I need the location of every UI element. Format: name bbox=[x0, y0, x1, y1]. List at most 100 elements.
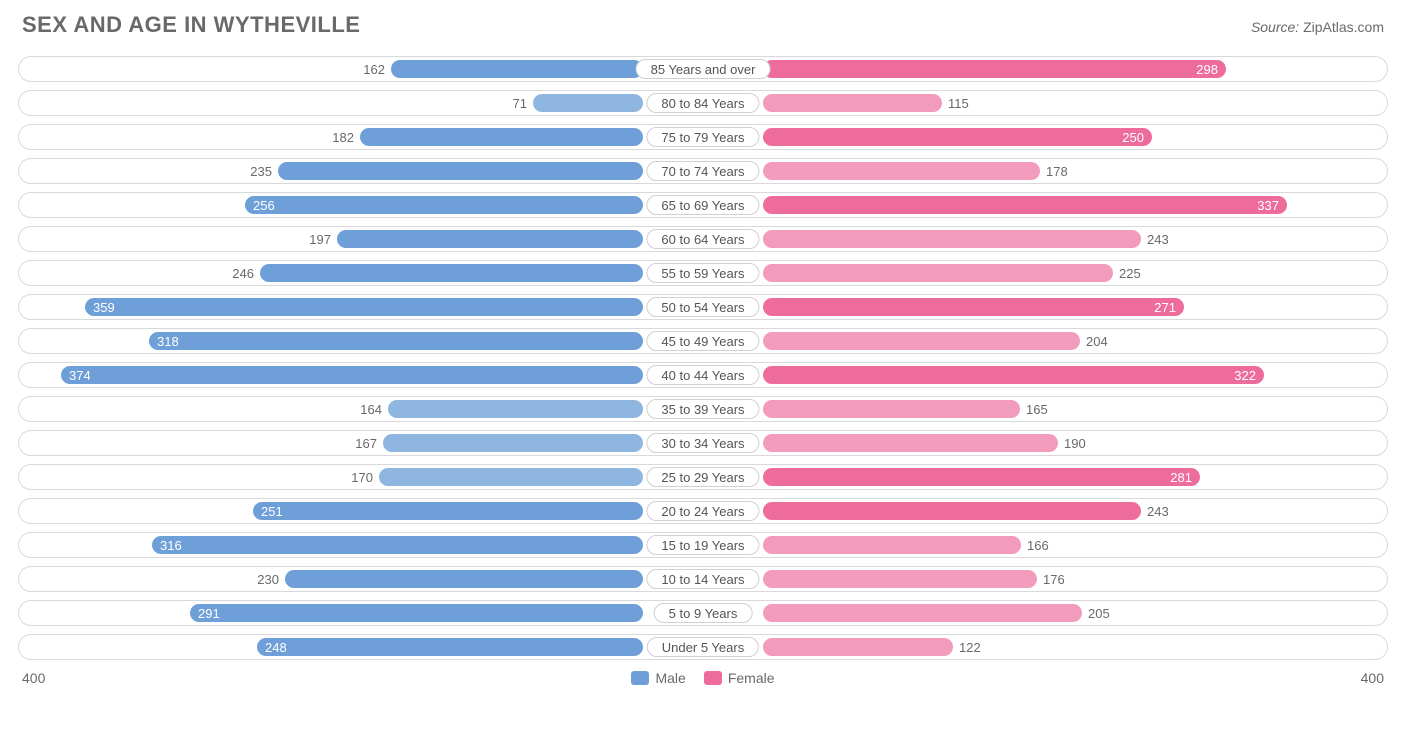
male-value: 235 bbox=[250, 159, 272, 183]
pyramid-row: 55 to 59 Years246225 bbox=[18, 260, 1388, 286]
pyramid-chart: 85 Years and over16229880 to 84 Years711… bbox=[18, 56, 1388, 660]
male-value: 248 bbox=[257, 640, 295, 655]
female-value: 166 bbox=[1027, 533, 1049, 557]
female-bar bbox=[763, 94, 942, 112]
female-bar bbox=[763, 230, 1141, 248]
age-group-label: 70 to 74 Years bbox=[646, 161, 759, 181]
female-value: 204 bbox=[1086, 329, 1108, 353]
pyramid-row: 5 to 9 Years 291 205 bbox=[18, 600, 1388, 626]
age-group-label: 30 to 34 Years bbox=[646, 433, 759, 453]
male-bar bbox=[278, 162, 643, 180]
chart-source: Source: ZipAtlas.com bbox=[1251, 19, 1384, 35]
female-bar bbox=[763, 162, 1040, 180]
pyramid-row: 45 to 49 Years 318 204 bbox=[18, 328, 1388, 354]
male-value: 182 bbox=[332, 125, 354, 149]
legend-male-label: Male bbox=[655, 670, 685, 686]
female-bar: 298 bbox=[763, 60, 1226, 78]
male-bar bbox=[260, 264, 643, 282]
female-bar: 337 bbox=[763, 196, 1287, 214]
age-group-label: 60 to 64 Years bbox=[646, 229, 759, 249]
female-value: 271 bbox=[1146, 300, 1184, 315]
age-group-label: 15 to 19 Years bbox=[646, 535, 759, 555]
chart-header: SEX AND AGE IN WYTHEVILLE Source: ZipAtl… bbox=[18, 12, 1388, 38]
age-group-label: 65 to 69 Years bbox=[646, 195, 759, 215]
male-bar bbox=[337, 230, 643, 248]
source-label: Source: bbox=[1251, 19, 1299, 35]
female-bar bbox=[763, 332, 1080, 350]
male-value: 167 bbox=[355, 431, 377, 455]
age-group-label: 35 to 39 Years bbox=[646, 399, 759, 419]
male-value: 374 bbox=[61, 368, 99, 383]
female-value: 205 bbox=[1088, 601, 1110, 625]
age-group-label: 20 to 24 Years bbox=[646, 501, 759, 521]
male-value: 164 bbox=[360, 397, 382, 421]
female-bar: 250 bbox=[763, 128, 1152, 146]
pyramid-row: 30 to 34 Years 167 190 bbox=[18, 430, 1388, 456]
chart-legend: Male Female bbox=[631, 670, 774, 686]
female-swatch-icon bbox=[704, 671, 722, 685]
female-value: 178 bbox=[1046, 159, 1068, 183]
male-bar bbox=[383, 434, 643, 452]
male-bar bbox=[533, 94, 643, 112]
axis-max-right: 400 bbox=[1361, 670, 1384, 686]
age-group-label: 45 to 49 Years bbox=[646, 331, 759, 351]
age-group-label: 25 to 29 Years bbox=[646, 467, 759, 487]
female-value: 225 bbox=[1119, 261, 1141, 285]
male-bar bbox=[388, 400, 643, 418]
source-value: ZipAtlas.com bbox=[1303, 19, 1384, 35]
female-value: 165 bbox=[1026, 397, 1048, 421]
age-group-label: 5 to 9 Years bbox=[654, 603, 753, 623]
female-value: 243 bbox=[1147, 227, 1169, 251]
pyramid-row: Under 5 Years248122 bbox=[18, 634, 1388, 660]
male-value: 197 bbox=[309, 227, 331, 251]
pyramid-row: 85 Years and over 162 298 bbox=[18, 56, 1388, 82]
male-bar: 374 bbox=[61, 366, 643, 384]
male-bar: 359 bbox=[85, 298, 643, 316]
age-group-label: 50 to 54 Years bbox=[646, 297, 759, 317]
male-value: 230 bbox=[257, 567, 279, 591]
male-value: 318 bbox=[149, 334, 187, 349]
pyramid-row: 25 to 29 Years 170 281 bbox=[18, 464, 1388, 490]
legend-item-male: Male bbox=[631, 670, 685, 686]
male-value: 316 bbox=[152, 538, 190, 553]
female-value: 337 bbox=[1249, 198, 1287, 213]
male-value: 170 bbox=[351, 465, 373, 489]
age-group-label: 10 to 14 Years bbox=[646, 569, 759, 589]
female-bar bbox=[763, 638, 953, 656]
pyramid-row: 15 to 19 Years 316 166 bbox=[18, 532, 1388, 558]
male-bar bbox=[391, 60, 643, 78]
female-bar bbox=[763, 570, 1037, 588]
male-bar: 291 bbox=[190, 604, 643, 622]
chart-footer: 400 Male Female 400 bbox=[18, 668, 1388, 686]
female-value: 190 bbox=[1064, 431, 1086, 455]
pyramid-row: 20 to 24 Years 251 243 bbox=[18, 498, 1388, 524]
male-bar: 316 bbox=[152, 536, 643, 554]
pyramid-row: 35 to 39 Years 164 165 bbox=[18, 396, 1388, 422]
male-value: 71 bbox=[513, 91, 527, 115]
female-value: 322 bbox=[1226, 368, 1264, 383]
age-group-label: 85 Years and over bbox=[636, 59, 771, 79]
male-swatch-icon bbox=[631, 671, 649, 685]
male-value: 256 bbox=[245, 198, 283, 213]
male-bar bbox=[360, 128, 643, 146]
female-bar bbox=[763, 502, 1141, 520]
age-group-label: 55 to 59 Years bbox=[646, 263, 759, 283]
male-value: 251 bbox=[253, 504, 291, 519]
male-value: 162 bbox=[363, 57, 385, 81]
female-bar: 322 bbox=[763, 366, 1264, 384]
female-value: 176 bbox=[1043, 567, 1065, 591]
pyramid-row: 70 to 74 Years 235 178 bbox=[18, 158, 1388, 184]
legend-female-label: Female bbox=[728, 670, 775, 686]
male-bar: 248 bbox=[257, 638, 643, 656]
male-bar bbox=[285, 570, 643, 588]
pyramid-row: 65 to 69 Years 256 337 bbox=[18, 192, 1388, 218]
female-value: 122 bbox=[959, 635, 981, 659]
female-value: 298 bbox=[1188, 62, 1226, 77]
axis-max-left: 400 bbox=[22, 670, 45, 686]
female-value: 281 bbox=[1162, 470, 1200, 485]
female-bar bbox=[763, 264, 1113, 282]
pyramid-row: 10 to 14 Years 230 176 bbox=[18, 566, 1388, 592]
male-bar: 318 bbox=[149, 332, 643, 350]
female-bar bbox=[763, 536, 1021, 554]
female-value: 243 bbox=[1147, 499, 1169, 523]
